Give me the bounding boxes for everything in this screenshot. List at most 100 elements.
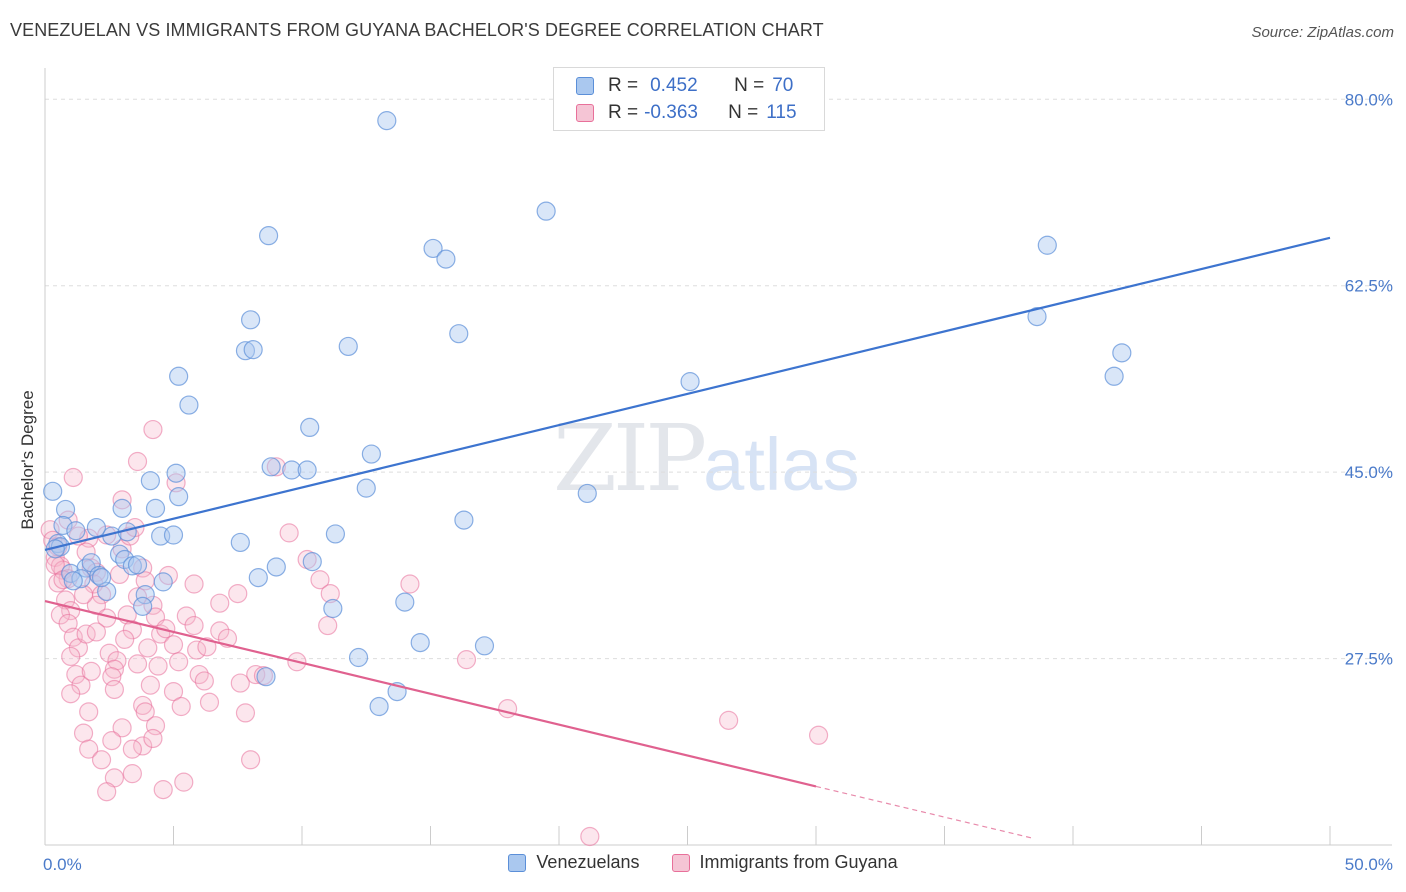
data-point-guyana bbox=[104, 659, 124, 679]
data-point-venezuelan bbox=[454, 510, 474, 530]
data-point-venezuelan bbox=[1027, 307, 1047, 327]
tick-labels: 27.5% 45.0% 62.5% 80.0% 0.0% 50.0% bbox=[43, 90, 1393, 874]
legend-n-value: 115 bbox=[766, 102, 797, 123]
data-point-venezuelan bbox=[256, 667, 276, 687]
data-point-guyana bbox=[171, 696, 191, 717]
legend-n-value: 70 bbox=[772, 75, 794, 96]
data-point-guyana bbox=[97, 782, 117, 802]
data-point-guyana bbox=[241, 750, 261, 770]
data-point-guyana bbox=[122, 620, 142, 640]
legend-swatch-pink bbox=[671, 853, 690, 872]
data-point-guyana bbox=[140, 675, 160, 695]
data-point-venezuelan bbox=[66, 521, 86, 541]
data-point-guyana bbox=[266, 457, 286, 477]
data-point-guyana bbox=[102, 731, 122, 751]
data-point-guyana bbox=[81, 661, 101, 681]
data-point-guyana bbox=[115, 629, 135, 650]
data-point-guyana bbox=[148, 656, 168, 676]
legend-row-guyana: R = -0.363 N = 115 bbox=[576, 101, 797, 125]
data-point-guyana bbox=[143, 419, 163, 440]
data-point-guyana bbox=[197, 637, 217, 657]
data-point-guyana bbox=[138, 638, 158, 658]
data-point-guyana bbox=[79, 739, 99, 759]
data-point-venezuelan bbox=[235, 341, 256, 361]
legend-r-value: 0.452 bbox=[650, 75, 698, 96]
legend-item-venezuelans: Venezuelans bbox=[508, 852, 640, 873]
y-tick-label: 27.5% bbox=[1345, 650, 1393, 669]
y-tick-label: 80.0% bbox=[1345, 90, 1393, 109]
data-point-venezuelan bbox=[680, 372, 700, 392]
data-point-venezuelan bbox=[91, 568, 112, 588]
data-point-venezuelan bbox=[61, 563, 81, 583]
data-point-venezuelan bbox=[133, 596, 153, 616]
data-point-guyana bbox=[158, 565, 178, 586]
data-point-guyana bbox=[163, 681, 184, 702]
data-point-venezuelan bbox=[300, 417, 320, 438]
legend-label-venezuelans: Venezuelans bbox=[536, 852, 640, 872]
data-point-venezuelan bbox=[302, 552, 322, 572]
data-point-venezuelan bbox=[43, 481, 63, 501]
legend-swatch-blue bbox=[576, 77, 594, 95]
data-point-guyana bbox=[318, 615, 338, 636]
data-point-guyana bbox=[498, 699, 518, 719]
data-point-venezuelan bbox=[423, 238, 443, 259]
data-point-venezuelan bbox=[163, 525, 184, 545]
legend-n-label: N = bbox=[734, 75, 765, 96]
data-point-venezuelan bbox=[55, 499, 76, 520]
data-point-guyana bbox=[279, 523, 299, 543]
data-point-guyana bbox=[194, 671, 214, 691]
data-point-guyana bbox=[228, 583, 248, 604]
y-tick-label: 62.5% bbox=[1345, 277, 1393, 296]
data-point-venezuelan bbox=[115, 549, 135, 570]
data-point-guyana bbox=[112, 718, 132, 738]
legend-row-venezuelans: R = 0.452 N = 70 bbox=[576, 74, 793, 98]
data-point-guyana bbox=[456, 650, 477, 670]
data-point-guyana bbox=[184, 615, 204, 636]
data-point-guyana bbox=[169, 652, 189, 672]
data-point-guyana bbox=[122, 764, 142, 784]
data-point-venezuelan bbox=[230, 532, 250, 553]
legend-n-label: N = bbox=[728, 102, 759, 123]
legend-swatch-pink bbox=[576, 104, 594, 122]
data-point-venezuelan bbox=[377, 111, 397, 131]
data-point-venezuelan bbox=[338, 336, 358, 357]
data-point-venezuelan bbox=[1104, 366, 1124, 386]
x-tick-label: 0.0% bbox=[43, 855, 82, 874]
data-point-guyana bbox=[176, 606, 196, 626]
data-point-guyana bbox=[189, 664, 209, 685]
data-point-venezuelan bbox=[243, 340, 263, 360]
data-point-guyana bbox=[91, 750, 112, 770]
data-point-venezuelan bbox=[169, 366, 189, 386]
data-point-guyana bbox=[66, 664, 86, 685]
data-point-venezuelan bbox=[241, 310, 261, 330]
data-point-guyana bbox=[153, 780, 173, 800]
data-point-guyana bbox=[127, 451, 148, 472]
legend-item-guyana: Immigrants from Guyana bbox=[671, 852, 898, 873]
data-point-venezuelan bbox=[410, 632, 430, 653]
data-point-venezuelan bbox=[140, 471, 160, 491]
data-point-guyana bbox=[45, 555, 65, 575]
watermark-atlas: atlas bbox=[703, 423, 860, 506]
data-point-venezuelan bbox=[89, 565, 109, 586]
data-point-venezuelan bbox=[282, 460, 302, 480]
series-guyana-points bbox=[40, 419, 829, 847]
data-point-guyana bbox=[143, 595, 163, 615]
data-point-venezuelan bbox=[86, 517, 107, 538]
data-point-guyana bbox=[104, 679, 124, 700]
data-point-venezuelan bbox=[63, 571, 83, 591]
data-point-venezuelan bbox=[536, 201, 556, 221]
data-point-venezuelan bbox=[112, 498, 132, 518]
data-point-guyana bbox=[163, 635, 184, 655]
data-point-guyana bbox=[199, 692, 220, 712]
trend-line-guyana-extension bbox=[815, 785, 1035, 840]
data-point-guyana bbox=[127, 654, 148, 674]
data-point-guyana bbox=[210, 593, 230, 613]
data-point-guyana bbox=[187, 640, 207, 660]
chart-title: VENEZUELAN VS IMMIGRANTS FROM GUYANA BAC… bbox=[10, 20, 824, 40]
data-point-guyana bbox=[310, 570, 330, 590]
legend-r-label: R = bbox=[608, 75, 639, 96]
data-point-guyana bbox=[143, 728, 163, 749]
data-point-venezuelan bbox=[356, 478, 376, 498]
data-point-venezuelan bbox=[169, 487, 189, 507]
